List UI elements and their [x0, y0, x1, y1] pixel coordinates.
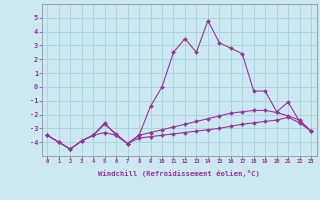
- X-axis label: Windchill (Refroidissement éolien,°C): Windchill (Refroidissement éolien,°C): [98, 170, 260, 177]
